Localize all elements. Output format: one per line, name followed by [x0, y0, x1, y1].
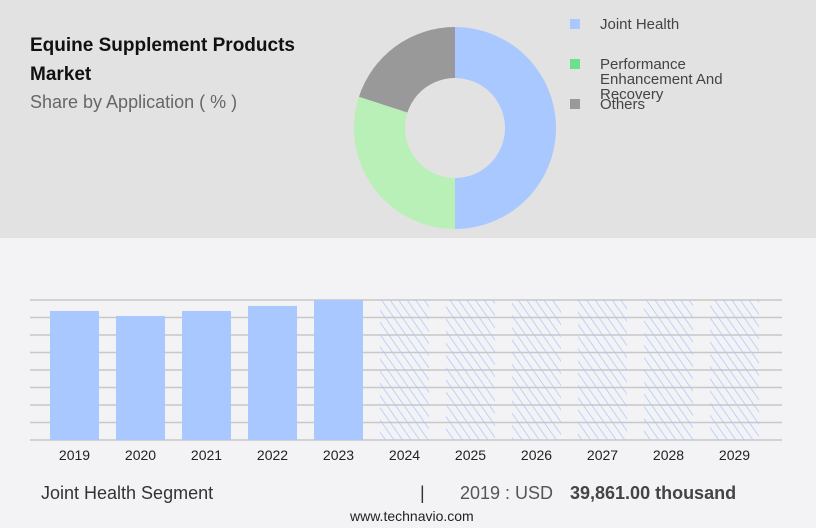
segment-value: 39,861.00 thousand	[570, 483, 737, 503]
x-tick-label: 2025	[455, 447, 486, 463]
x-tick-label: 2023	[323, 447, 354, 463]
x-tick-label: 2026	[521, 447, 552, 463]
legend-swatch	[570, 99, 580, 109]
bar-2020	[116, 315, 165, 440]
donut-slice-2	[358, 27, 455, 113]
bar-2023	[314, 300, 363, 440]
segment-label: Joint Health Segment	[41, 483, 214, 503]
bar-2022	[248, 305, 297, 440]
chart-title: Equine Supplement Products Market	[30, 35, 295, 85]
x-tick-label: 2027	[587, 447, 618, 463]
legend-swatch	[570, 59, 580, 69]
legend-item-performance: Performance Enhancement And Recovery	[570, 57, 770, 102]
chart-subtitle: Share by Application ( % )	[30, 92, 238, 112]
donut-slice-1	[353, 96, 455, 230]
donut-slice-0	[455, 27, 556, 229]
forecast-bar-2025	[446, 300, 495, 440]
forecast-bar-2027	[578, 300, 627, 440]
x-tick-label: 2029	[719, 447, 750, 463]
year-label: 2019 : USD	[460, 483, 554, 503]
bar-2019	[50, 310, 99, 440]
x-tick-label: 2024	[389, 447, 420, 463]
forecast-bar-2026	[512, 300, 561, 440]
forecast-bar-2024	[380, 300, 429, 440]
separator: |	[420, 483, 425, 503]
x-tick-label: 2022	[257, 447, 288, 463]
forecast-bar-2029	[710, 300, 759, 440]
legend-item-others: Others	[570, 97, 770, 112]
x-tick-label: 2019	[59, 447, 90, 463]
source-link[interactable]: www.technavio.com	[350, 508, 474, 524]
donut-chart	[353, 27, 556, 230]
x-tick-label: 2028	[653, 447, 684, 463]
x-tick-label: 2020	[125, 447, 156, 463]
x-tick-label: 2021	[191, 447, 222, 463]
legend-swatch	[570, 19, 580, 29]
bar-2021	[182, 310, 231, 440]
legend-item-joint-health: Joint Health	[570, 17, 770, 32]
forecast-bar-2028	[644, 300, 693, 440]
